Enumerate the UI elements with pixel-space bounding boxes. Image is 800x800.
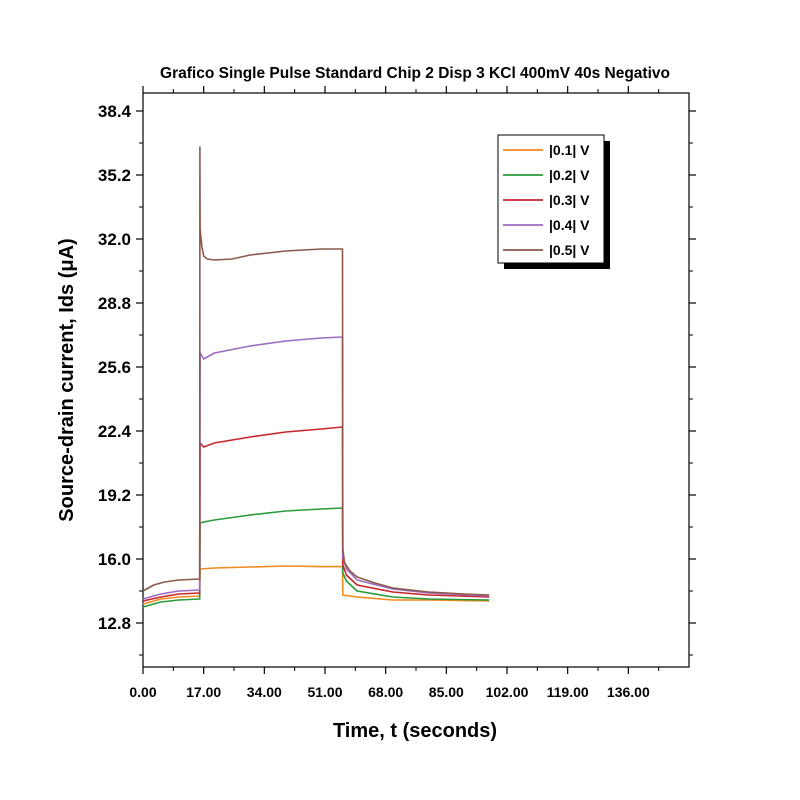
legend-box xyxy=(497,134,605,264)
legend-label: |0.1| V xyxy=(549,142,590,158)
x-tick-label: 68.00 xyxy=(368,684,403,700)
series-line-4 xyxy=(142,336,490,600)
legend-items: |0.1| V |0.2| V |0.3| V |0.4| V |0.5| V xyxy=(503,142,590,258)
y-tick-label: 32.0 xyxy=(98,230,131,249)
series-layer xyxy=(142,146,490,608)
y-tick-label: 22.4 xyxy=(98,422,132,441)
series-line-1 xyxy=(142,565,490,605)
series-line-2 xyxy=(142,507,490,608)
legend-label: |0.5| V xyxy=(549,242,590,258)
y-tick-label: 19.2 xyxy=(98,486,131,505)
x-tick-label: 136.00 xyxy=(607,684,650,700)
legend-label: |0.2| V xyxy=(549,167,590,183)
y-tick-label: 38.4 xyxy=(98,102,132,121)
x-tick-label: 51.00 xyxy=(307,684,342,700)
x-tick-label: 0.00 xyxy=(129,684,156,700)
chart-title: Grafico Single Pulse Standard Chip 2 Dis… xyxy=(160,65,670,82)
series-line-5 xyxy=(142,146,490,596)
x-tick-label: 119.00 xyxy=(547,684,589,700)
x-tick-label: 102.00 xyxy=(486,684,529,700)
y-axis-label: Source-drain current, Ids (μA) xyxy=(56,238,78,521)
x-tick-label: 34.00 xyxy=(247,684,282,700)
y-tick-label: 25.6 xyxy=(98,358,131,377)
x-axis-label: Time, t (seconds) xyxy=(333,720,497,742)
legend-label: |0.4| V xyxy=(549,217,590,233)
legend: |0.1| V |0.2| V |0.3| V |0.4| V |0.5| V xyxy=(497,134,610,269)
y-tick-label: 28.8 xyxy=(98,294,131,313)
x-tick-label: 17.00 xyxy=(186,684,221,700)
legend-label: |0.3| V xyxy=(549,192,590,208)
series-line-3 xyxy=(142,426,490,602)
y-tick-label: 35.2 xyxy=(98,166,131,185)
y-tick-label: 16.0 xyxy=(98,550,131,569)
y-tick-label: 12.8 xyxy=(98,614,131,633)
ticks-layer: 0.00 17.00 34.00 51.00 68.00 85.00 102.00 119.0… xyxy=(98,86,696,700)
x-tick-label: 85.00 xyxy=(429,684,464,700)
